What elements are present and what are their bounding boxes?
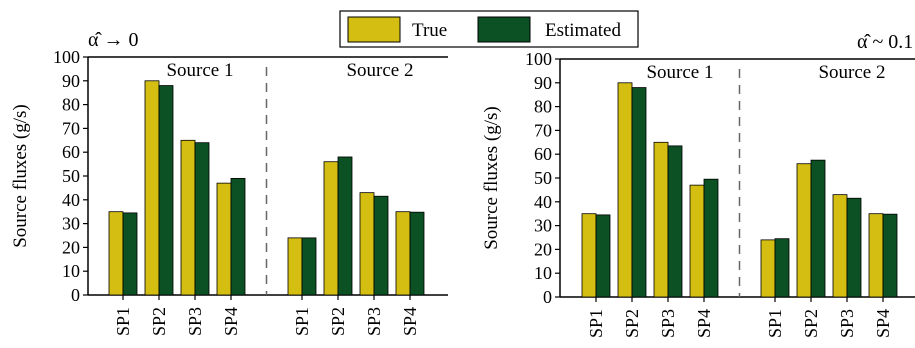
y-tick-label: 70 <box>534 120 552 140</box>
y-tick-label: 30 <box>62 214 80 234</box>
y-tick-label: 100 <box>525 49 552 69</box>
bar-true <box>832 194 848 298</box>
bar-true <box>287 237 303 296</box>
bar-true <box>581 213 597 298</box>
bar-estimated <box>846 197 862 298</box>
y-tick-label: 20 <box>62 237 80 257</box>
group-label: Source 2 <box>818 62 885 83</box>
x-tick-label: SP4 <box>694 309 714 338</box>
x-tick-label: SP2 <box>622 309 642 338</box>
bar-estimated <box>774 238 790 298</box>
y-tick-label: 30 <box>534 216 552 236</box>
y-tick-label: 0 <box>71 285 80 305</box>
x-tick-label: SP1 <box>586 309 606 338</box>
alpha-annotation: α̂ → 0 <box>88 29 138 51</box>
x-tick-label: SP2 <box>149 307 169 336</box>
bar-true <box>760 239 776 298</box>
x-tick-label: SP2 <box>328 307 348 336</box>
group-label: Source 1 <box>166 60 233 81</box>
bar-true <box>617 82 633 298</box>
group-label: Source 2 <box>346 60 413 81</box>
bar-estimated <box>373 195 389 296</box>
bar-estimated <box>631 87 647 298</box>
bar-estimated <box>409 211 425 296</box>
bar-estimated <box>703 178 719 298</box>
y-tick-label: 80 <box>534 97 552 117</box>
x-tick-label: SP4 <box>221 307 241 336</box>
group-label: Source 1 <box>646 62 713 83</box>
y-tick-label: 50 <box>62 166 80 186</box>
x-tick-label: SP4 <box>873 309 893 338</box>
bar-true <box>108 211 124 296</box>
x-tick-label: SP1 <box>765 309 785 338</box>
x-tick-label: SP3 <box>185 307 205 336</box>
bar-estimated <box>230 177 246 296</box>
alpha-annotation: α̂ ~ 0.1 <box>857 31 913 53</box>
bar-true <box>689 184 705 298</box>
y-tick-label: 40 <box>534 192 552 212</box>
x-tick-label: SP3 <box>837 309 857 338</box>
y-tick-label: 0 <box>543 287 552 307</box>
bar-true <box>395 211 411 296</box>
x-tick-label: SP2 <box>801 309 821 338</box>
bar-estimated <box>194 142 210 296</box>
y-tick-label: 80 <box>62 95 80 115</box>
y-tick-label: 70 <box>62 118 80 138</box>
legend: True Estimated <box>339 10 639 48</box>
bar-estimated <box>882 213 898 298</box>
bar-estimated <box>158 85 174 296</box>
bar-estimated <box>595 214 611 298</box>
y-axis-title: Source fluxes (g/s) <box>481 106 502 250</box>
y-tick-label: 10 <box>62 261 80 281</box>
bar-estimated <box>337 156 353 296</box>
y-tick-label: 90 <box>534 73 552 93</box>
y-tick-label: 20 <box>534 239 552 259</box>
y-tick-label: 60 <box>62 142 80 162</box>
bar-true <box>144 80 160 296</box>
bar-estimated <box>667 145 683 298</box>
y-tick-label: 100 <box>53 47 80 67</box>
y-tick-label: 50 <box>534 168 552 188</box>
bar-true <box>796 163 812 298</box>
x-tick-label: SP3 <box>658 309 678 338</box>
y-tick-label: 40 <box>62 190 80 210</box>
y-tick-label: 10 <box>534 263 552 283</box>
bar-true <box>653 141 669 298</box>
x-tick-label: SP1 <box>113 307 133 336</box>
legend-label-estimated: Estimated <box>545 20 621 41</box>
bar-true <box>359 192 375 296</box>
legend-swatch-true <box>347 16 401 43</box>
x-tick-label: SP3 <box>364 307 384 336</box>
y-axis-title: Source fluxes (g/s) <box>10 104 31 248</box>
legend-label-true: True <box>412 20 447 41</box>
bar-estimated <box>301 237 317 296</box>
bar-true <box>323 161 339 296</box>
x-tick-label: SP4 <box>400 307 420 336</box>
bar-estimated <box>122 212 138 296</box>
bar-true <box>216 182 232 296</box>
chart-panel-left: α̂ → 0 Source fluxes (g/s) 0 10 20 30 40 50 60 70… <box>10 29 448 336</box>
bar-true <box>180 139 196 296</box>
bar-estimated <box>810 159 826 298</box>
bar-true <box>868 213 884 298</box>
legend-swatch-estimated <box>477 16 531 43</box>
y-tick-label: 60 <box>534 144 552 164</box>
x-tick-label: SP1 <box>292 307 312 336</box>
y-tick-label: 90 <box>62 71 80 91</box>
chart-panel-right: α̂ ~ 0.1 Source fluxes (g/s) 0 10 20 30 40 50 60… <box>481 31 915 338</box>
